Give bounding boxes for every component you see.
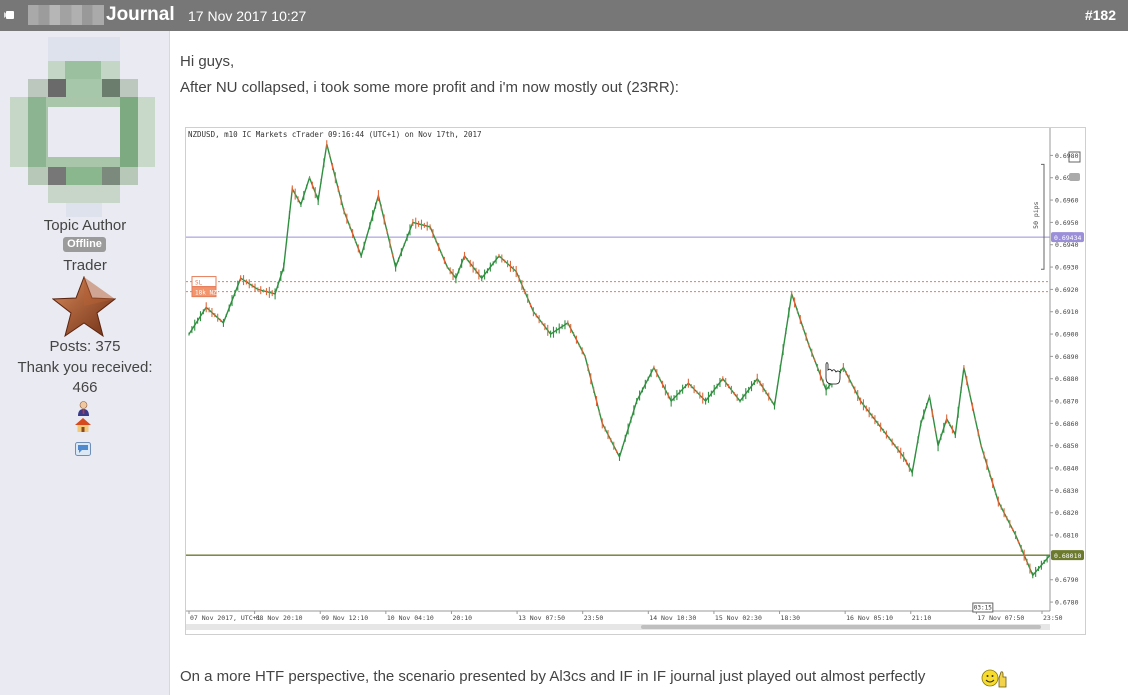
x-tick-label: 14 Nov 10:30 <box>649 614 696 622</box>
post-line-1: After NU collapsed, i took some more pro… <box>180 79 679 96</box>
y-tick-label: 0.6910 <box>1055 308 1079 316</box>
y-tick-label: 0.6880 <box>1055 375 1079 383</box>
rank-label: Trader <box>63 257 107 274</box>
chart-camera-icon <box>1069 173 1080 181</box>
x-tick-label: 23:50 <box>1043 614 1063 622</box>
hand-cursor-icon <box>825 362 841 385</box>
pips-bracket <box>1041 163 1045 270</box>
posts-count: Posts: 375 <box>49 338 121 355</box>
blurred-username[interactable] <box>28 5 104 25</box>
post-greeting: Hi guys, <box>180 53 235 70</box>
home-icon[interactable] <box>75 418 91 432</box>
thanks-count: 466 <box>72 379 98 396</box>
x-tick-label: 07 Nov 2017, UTC+1 <box>190 614 261 622</box>
rank-star-icon <box>52 276 116 338</box>
price-chart: NZDUSD, m10 IC Markets cTrader 09:16:44 … <box>186 128 1084 630</box>
avatar[interactable] <box>10 37 155 217</box>
level-label: 18k NZD <box>195 290 221 297</box>
y-tick-label: 0.6870 <box>1055 398 1079 406</box>
x-tick-label: 15 Nov 02:30 <box>715 614 762 622</box>
y-tick-label: 0.6920 <box>1055 286 1079 294</box>
y-tick-label: 0.6780 <box>1055 599 1079 607</box>
y-tick-label: 0.6890 <box>1055 353 1079 361</box>
price-tag-label: 0.69434 <box>1054 234 1081 242</box>
post-datetime: 17 Nov 2017 10:27 <box>188 8 307 24</box>
y-tick-label: 0.6810 <box>1055 532 1079 540</box>
y-tick-label: 0.6860 <box>1055 420 1079 428</box>
price-tag-label: 0.68010 <box>1054 552 1081 560</box>
status-badge: Offline <box>63 237 106 252</box>
y-tick-label: 0.6970 <box>1055 174 1079 182</box>
smiley-thumbs-up-icon <box>981 669 1007 688</box>
post-line-2: On a more HTF perspective, the scenario … <box>180 668 926 685</box>
topic-author-label: Topic Author <box>43 217 127 234</box>
x-tick-label: 13 Nov 07:50 <box>518 614 565 622</box>
x-tick-label: 09 Nov 12:10 <box>321 614 368 622</box>
x-tick-label: 21:10 <box>912 614 932 622</box>
price-tag <box>1051 550 1084 561</box>
level-label: SL <box>195 280 203 287</box>
y-tick-label: 0.6850 <box>1055 442 1079 450</box>
level-tag <box>191 286 217 298</box>
time-marker-box <box>972 602 994 613</box>
post-bullet-icon <box>6 11 14 19</box>
chart-scroll-thumb <box>641 625 1041 629</box>
pips-label: 50 pips <box>1032 201 1040 228</box>
journal-title[interactable]: Journal <box>106 4 175 25</box>
y-tick-label: 0.6900 <box>1055 331 1079 339</box>
thanks-label: Thank you received: <box>17 359 153 376</box>
y-tick-label: 0.6790 <box>1055 576 1079 584</box>
x-tick-label: 18:30 <box>781 614 801 622</box>
x-tick-label: 10 Nov 04:10 <box>387 614 434 622</box>
y-tick-label: 0.6830 <box>1055 487 1079 495</box>
author-sidebar: Topic Author Offline Trader Posts: 375 T… <box>0 31 170 695</box>
chart-scroll-track <box>186 624 1050 630</box>
time-marker-label: 03:15 <box>974 605 992 612</box>
chart-title: NZDUSD, m10 IC Markets cTrader 09:16:44 … <box>188 130 482 139</box>
x-tick-label: 23:50 <box>584 614 604 622</box>
y-tick-label: 0.6950 <box>1055 219 1079 227</box>
price-tag <box>1051 232 1084 243</box>
chart-edit-icon <box>1068 151 1081 163</box>
price-series-line <box>188 144 1051 577</box>
post-number-link[interactable]: #182 <box>1084 7 1116 23</box>
post-header: Journal 17 Nov 2017 10:27 #182 <box>0 0 1128 31</box>
x-tick-label: 08 Nov 20:10 <box>256 614 303 622</box>
x-tick-label: 20:10 <box>452 614 472 622</box>
y-tick-label: 0.6960 <box>1055 197 1079 205</box>
y-tick-label: 0.6820 <box>1055 509 1079 517</box>
trading-chart-image[interactable]: NZDUSD, m10 IC Markets cTrader 09:16:44 … <box>185 127 1086 635</box>
message-icon[interactable] <box>75 442 91 456</box>
x-tick-label: 16 Nov 05:10 <box>846 614 893 622</box>
y-tick-label: 0.6940 <box>1055 241 1079 249</box>
y-tick-label: 0.6840 <box>1055 465 1079 473</box>
y-tick-label: 0.6930 <box>1055 264 1079 272</box>
x-tick-label: 17 Nov 07:50 <box>977 614 1024 622</box>
user-profile-icon[interactable] <box>76 401 91 416</box>
y-tick-label: 0.6980 <box>1055 152 1079 160</box>
